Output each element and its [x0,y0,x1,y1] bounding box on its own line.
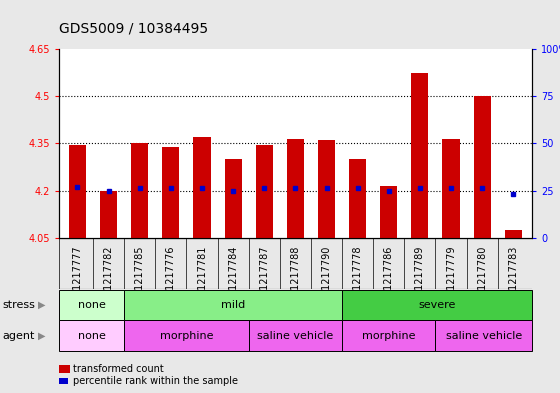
Text: GSM1217778: GSM1217778 [353,245,363,311]
Bar [69,145,86,238]
Text: saline vehicle: saline vehicle [446,331,522,341]
Text: percentile rank within the sample: percentile rank within the sample [73,376,238,386]
Text: GSM1217781: GSM1217781 [197,245,207,311]
Bar [100,191,117,238]
Text: GDS5009 / 10384495: GDS5009 / 10384495 [59,22,208,36]
Bar [474,96,491,238]
Text: GSM1217785: GSM1217785 [135,245,144,311]
Text: none: none [77,331,105,341]
Bar [162,147,179,238]
Text: GSM1217789: GSM1217789 [415,245,425,311]
Text: severe: severe [418,300,456,310]
Bar [193,137,211,238]
Text: agent: agent [3,331,35,341]
Text: GSM1217788: GSM1217788 [291,245,300,311]
Bar [256,145,273,238]
Text: GSM1217790: GSM1217790 [321,245,332,311]
Text: ▶: ▶ [38,300,46,310]
Text: GSM1217777: GSM1217777 [72,245,82,311]
Text: transformed count: transformed count [73,364,164,374]
Bar [131,143,148,238]
Bar [505,230,522,238]
Text: GSM1217782: GSM1217782 [104,245,114,311]
Text: mild: mild [221,300,245,310]
Text: GSM1217780: GSM1217780 [477,245,487,311]
Text: GSM1217787: GSM1217787 [259,245,269,311]
Text: none: none [77,300,105,310]
Text: morphine: morphine [160,331,213,341]
Text: ▶: ▶ [38,331,46,341]
Bar [412,73,428,238]
Bar [380,186,398,238]
Text: stress: stress [3,300,36,310]
Text: GSM1217784: GSM1217784 [228,245,238,311]
Text: GSM1217776: GSM1217776 [166,245,176,311]
Text: GSM1217786: GSM1217786 [384,245,394,311]
Bar [287,139,304,238]
Bar [442,139,460,238]
Bar [225,159,242,238]
Text: GSM1217783: GSM1217783 [508,245,519,311]
Text: GSM1217779: GSM1217779 [446,245,456,311]
Text: saline vehicle: saline vehicle [257,331,334,341]
Text: morphine: morphine [362,331,416,341]
Bar [349,159,366,238]
Bar [318,140,335,238]
